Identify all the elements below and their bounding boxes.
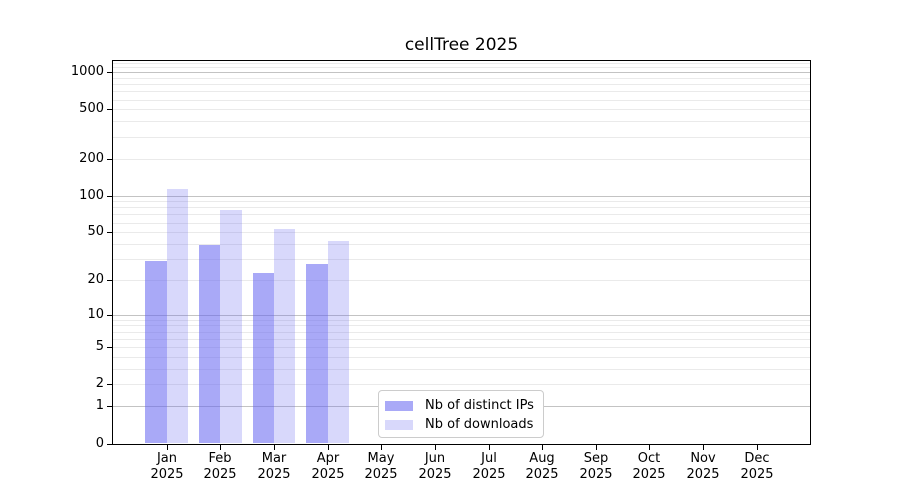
gridline-minor-4 <box>113 357 810 358</box>
x-tick-label-jun: Jun 2025 <box>418 451 452 482</box>
gridline-minor-5 <box>113 347 810 348</box>
x-tick-mark-mar <box>274 445 275 450</box>
x-tick-label-jan: Jan 2025 <box>150 451 184 482</box>
x-tick-label-may: May 2025 <box>364 451 398 482</box>
x-tick-mark-jun <box>435 445 436 450</box>
x-tick-mark-oct <box>649 445 650 450</box>
y-tick-label-50: 50 <box>87 224 104 239</box>
gridline-minor-300 <box>113 137 810 138</box>
gridline-minor-30 <box>113 259 810 260</box>
gridline-minor-1100 <box>113 67 810 68</box>
legend-swatch-distinct-ips <box>385 400 413 411</box>
y-tick-mark-2 <box>107 384 113 385</box>
bar-distinct-ips-jan <box>145 260 167 444</box>
x-tick-mark-jul <box>489 445 490 450</box>
gridline-minor-7 <box>113 332 810 333</box>
x-tick-label-feb: Feb 2025 <box>203 451 237 482</box>
gridline-minor-600 <box>113 100 810 101</box>
y-tick-mark-50 <box>107 232 113 233</box>
chart-title: cellTree 2025 <box>404 35 519 55</box>
gridline-minor-80 <box>113 207 810 208</box>
y-tick-label-1: 1 <box>95 398 104 413</box>
x-tick-mark-feb <box>220 445 221 450</box>
x-tick-label-dec: Dec 2025 <box>740 451 774 482</box>
y-tick-mark-20 <box>107 280 113 281</box>
plot-area: Nb of distinct IPs Nb of downloads <box>112 60 811 445</box>
y-tick-mark-100 <box>107 196 113 197</box>
gridline-minor-70 <box>113 214 810 215</box>
gridline-minor-9 <box>113 320 810 321</box>
y-tick-label-1000: 1000 <box>70 64 104 79</box>
gridline-minor-20 <box>113 280 810 281</box>
y-tick-label-2: 2 <box>95 376 104 391</box>
bar-downloads-apr <box>327 241 349 444</box>
x-tick-mark-sep <box>596 445 597 450</box>
y-tick-mark-1 <box>107 406 113 407</box>
x-tick-mark-apr <box>328 445 329 450</box>
legend-label-distinct-ips: Nb of distinct IPs <box>425 398 534 413</box>
bar-downloads-jan <box>166 188 189 444</box>
legend-item-distinct-ips: Nb of distinct IPs <box>385 396 537 415</box>
gridline-minor-3 <box>113 369 810 370</box>
y-tick-mark-500 <box>107 109 113 110</box>
gridline-minor-40 <box>113 244 810 245</box>
y-tick-mark-10 <box>107 315 113 316</box>
gridline-minor-6 <box>113 339 810 340</box>
bar-distinct-ips-feb <box>198 245 221 444</box>
legend-label-downloads: Nb of downloads <box>425 417 534 432</box>
x-tick-label-oct: Oct 2025 <box>632 451 666 482</box>
x-tick-label-aug: Aug 2025 <box>525 451 559 482</box>
bar-downloads-feb <box>220 210 242 444</box>
y-tick-label-200: 200 <box>79 151 104 166</box>
gridline-minor-60 <box>113 223 810 224</box>
gridline-minor-90 <box>113 201 810 202</box>
bar-distinct-ips-apr <box>306 264 328 444</box>
gridline-minor-400 <box>113 121 810 122</box>
x-tick-label-apr: Apr 2025 <box>311 451 345 482</box>
y-tick-mark-0 <box>107 444 113 445</box>
y-tick-label-5: 5 <box>95 339 104 354</box>
bar-downloads-mar <box>273 229 296 444</box>
x-tick-mark-dec <box>757 445 758 450</box>
y-tick-label-100: 100 <box>79 188 104 203</box>
x-tick-mark-nov <box>703 445 704 450</box>
gridline-minor-2 <box>113 384 810 385</box>
y-tick-mark-1000 <box>107 72 113 73</box>
legend-item-downloads: Nb of downloads <box>385 415 537 434</box>
legend: Nb of distinct IPs Nb of downloads <box>378 390 544 438</box>
y-tick-label-0: 0 <box>95 436 104 451</box>
x-tick-label-mar: Mar 2025 <box>257 451 291 482</box>
gridline-minor-50 <box>113 232 810 233</box>
gridline-major-10 <box>113 315 810 316</box>
y-tick-label-500: 500 <box>79 101 104 116</box>
x-tick-mark-jan <box>167 445 168 450</box>
x-tick-label-nov: Nov 2025 <box>686 451 720 482</box>
x-tick-label-sep: Sep 2025 <box>579 451 613 482</box>
x-tick-mark-aug <box>542 445 543 450</box>
y-tick-mark-200 <box>107 159 113 160</box>
x-tick-label-jul: Jul 2025 <box>472 451 506 482</box>
gridline-minor-700 <box>113 91 810 92</box>
legend-swatch-downloads <box>385 419 413 430</box>
y-tick-mark-5 <box>107 347 113 348</box>
y-tick-label-20: 20 <box>87 272 104 287</box>
gridline-minor-500 <box>113 109 810 110</box>
gridline-minor-900 <box>113 78 810 79</box>
gridline-minor-8 <box>113 325 810 326</box>
y-tick-label-10: 10 <box>87 307 104 322</box>
gridline-minor-200 <box>113 159 810 160</box>
x-tick-mark-may <box>381 445 382 450</box>
gridline-minor-800 <box>113 84 810 85</box>
bar-distinct-ips-mar <box>252 272 274 444</box>
gridline-minor-1200 <box>113 63 810 64</box>
gridline-major-100 <box>113 196 810 197</box>
gridline-major-1000 <box>113 72 810 73</box>
